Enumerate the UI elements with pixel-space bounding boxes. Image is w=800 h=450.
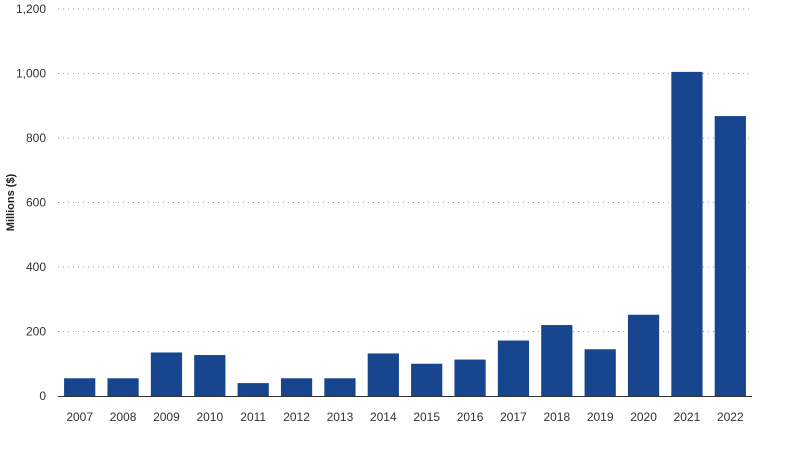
x-tick-label: 2012 [283,410,310,424]
bar-2010 [194,355,226,396]
bar-2016 [454,359,486,396]
x-tick-label: 2009 [153,410,180,424]
x-tick-label: 2008 [110,410,137,424]
x-tick-label: 2021 [674,410,701,424]
bar-2015 [411,363,443,396]
x-tick-label: 2022 [717,410,744,424]
y-tick-label: 600 [26,196,46,210]
x-tick-label: 2007 [66,410,93,424]
x-tick-label: 2020 [630,410,657,424]
x-tick-label: 2017 [500,410,527,424]
bar-2019 [584,349,616,396]
y-tick-label: 0 [39,389,46,403]
bar-2009 [150,352,183,396]
x-axis-ticks: 2007 2008 2009 2010 2011 2012 2013 2014 2015 2016… [66,410,744,424]
y-tick-label: 1,000 [16,67,46,81]
x-tick-label: 2014 [370,410,397,424]
bar-2021 [671,71,703,396]
bar-2011 [237,383,269,396]
bar-2012 [280,378,313,396]
x-tick-label: 2018 [543,410,570,424]
y-tick-label: 800 [26,131,46,145]
bars [64,71,746,396]
y-tick-label: 1,200 [16,2,46,16]
bar-2013 [324,378,356,396]
bar-2007 [64,378,96,396]
bar-2008 [107,378,139,396]
x-tick-label: 2013 [327,410,354,424]
bar-2017 [497,340,530,396]
bar-2018 [541,325,573,396]
y-tick-label: 200 [26,325,46,339]
x-tick-label: 2019 [587,410,614,424]
bar-2022 [714,116,746,396]
gridlines [58,8,752,332]
bar-2020 [627,314,660,396]
y-tick-label: 400 [26,260,46,274]
x-tick-label: 2015 [413,410,440,424]
x-tick-label: 2011 [240,410,266,424]
x-tick-label: 2010 [196,410,223,424]
x-tick-label: 2016 [457,410,484,424]
y-axis-ticks: 0 200 400 600 800 1,000 1,200 [16,2,46,403]
bar-2014 [367,353,399,396]
y-axis-title: Millions ($) [5,173,17,231]
